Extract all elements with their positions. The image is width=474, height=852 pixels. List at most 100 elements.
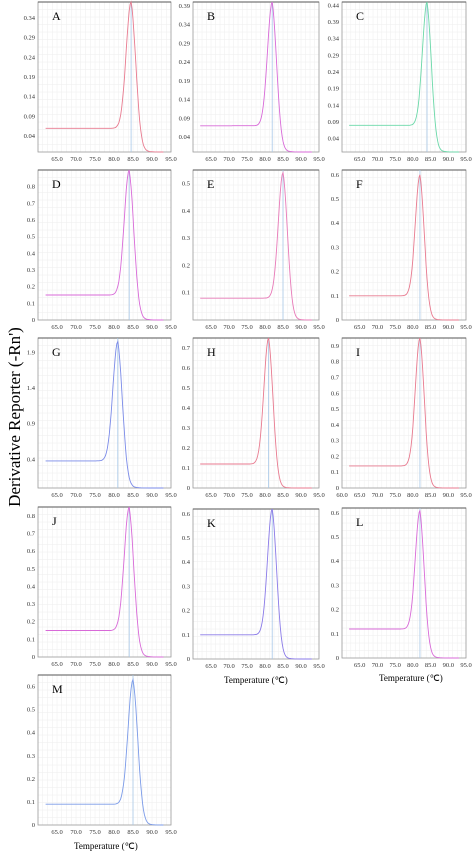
- y-tick-label: 0: [336, 317, 339, 324]
- panel-letter: F: [356, 177, 363, 191]
- melt-curve-line: [45, 0, 164, 153]
- x-tick-label: 95.0: [460, 156, 471, 163]
- x-tick-label: 75.0: [89, 324, 100, 331]
- y-tick-label: 0.6: [27, 217, 36, 224]
- melt-curve-line: [45, 169, 164, 321]
- x-tick-label: 80.0: [108, 492, 119, 499]
- x-tick-label: 65.0: [51, 661, 62, 668]
- panel-letter: A: [52, 9, 61, 23]
- y-tick-label: 0.09: [328, 119, 339, 126]
- x-tick-label: 70.0: [223, 663, 234, 670]
- x-tick-label: 70.0: [223, 156, 234, 163]
- y-tick-label: 0.1: [27, 799, 35, 806]
- y-tick-label: 0.39: [179, 3, 190, 10]
- y-tick-label: 0.09: [24, 113, 35, 120]
- x-tick-label: 70.0: [70, 492, 81, 499]
- y-tick-label: 0.1: [182, 465, 190, 472]
- y-tick-label: 0.3: [27, 601, 35, 608]
- x-tick-label: 85.0: [277, 156, 288, 163]
- x-tick-label: 95.0: [313, 492, 324, 499]
- melt-curve-line: [349, 1, 459, 153]
- x-tick-label: 75.0: [241, 324, 252, 331]
- chart-panel-e: 0.1 0.2 0.3 0.4 0.5 65.0 70.0 75.0 80.0 85.0 90.0 9…: [182, 169, 325, 331]
- y-tick-label: 0.4: [331, 220, 340, 227]
- x-tick-label: 95.0: [460, 662, 471, 669]
- x-tick-label: 75.0: [241, 156, 252, 163]
- x-tick-label: 90.0: [146, 492, 157, 499]
- y-tick-label: 0: [32, 654, 35, 661]
- melt-curve-line: [45, 339, 164, 489]
- x-tick-label: 85.0: [425, 662, 436, 669]
- y-tick-label: 0.6: [182, 365, 191, 372]
- y-tick-label: 0.5: [331, 406, 339, 413]
- y-tick-label: 0.4: [27, 250, 36, 257]
- chart-panel-f: 0 0.1 0.2 0.3 0.4 0.5 0.6 65.0 70.0 75.0 80.0 85.0 9…: [331, 169, 472, 331]
- x-tick-label: 85.0: [127, 156, 138, 163]
- melt-curve-line: [200, 1, 312, 153]
- y-tick-label: 0.2: [27, 776, 35, 783]
- x-tick-label: 65.0: [205, 492, 216, 499]
- x-tick-label: 90.0: [443, 156, 454, 163]
- y-tick-label: 0.19: [24, 74, 35, 81]
- y-tick-label: 0.8: [27, 184, 35, 191]
- x-tick-label: 95.0: [165, 156, 176, 163]
- y-tick-label: 0.6: [331, 510, 340, 517]
- y-tick-label: 0.6: [331, 390, 340, 397]
- x-tick-label: 65.0: [354, 156, 365, 163]
- x-tick-label: 70.0: [372, 156, 383, 163]
- y-tick-label: 0.24: [24, 54, 36, 61]
- panel-letter: D: [52, 177, 61, 191]
- x-tick-label: 75.0: [389, 324, 400, 331]
- y-tick-label: 0.7: [182, 345, 191, 352]
- y-tick-label: 0.14: [328, 102, 340, 109]
- x-tick-label: 75.0: [241, 663, 252, 670]
- x-tick-label: 70.0: [372, 324, 383, 331]
- x-tick-label: 65.0: [205, 324, 216, 331]
- y-tick-label: 0.4: [27, 583, 36, 590]
- x-tick-label: 90.0: [443, 492, 454, 499]
- y-tick-label: 0.4: [182, 405, 191, 412]
- x-tick-label: 75.0: [389, 662, 400, 669]
- y-tick-label: 0.5: [182, 181, 190, 188]
- y-tick-label: 0.6: [331, 172, 340, 179]
- melt-curve-line: [200, 170, 312, 321]
- x-tick-label: 80.0: [108, 661, 119, 668]
- x-tick-label: 70.0: [70, 156, 81, 163]
- x-tick-label: 90.0: [295, 492, 306, 499]
- x-tick-label: 95.0: [313, 324, 324, 331]
- melt-curve-line: [200, 508, 312, 660]
- y-tick-label: 0.09: [179, 115, 190, 122]
- y-tick-label: 0.39: [328, 19, 339, 26]
- y-tick-label: 0.19: [328, 86, 339, 93]
- panel-letter: H: [207, 345, 216, 359]
- x-tick-label: 95.0: [313, 663, 324, 670]
- x-tick-label: 80.0: [407, 492, 418, 499]
- y-tick-label: 0.5: [182, 385, 190, 392]
- y-tick-label: 0.5: [331, 534, 339, 541]
- x-tick-label: 80.0: [407, 324, 418, 331]
- y-tick-label: 0.4: [182, 559, 191, 566]
- x-tick-label: 90.0: [295, 663, 306, 670]
- melt-curve-line: [45, 506, 164, 658]
- x-tick-label: 75.0: [89, 156, 100, 163]
- y-tick-label: 0.34: [328, 36, 340, 43]
- y-tick-label: 0: [336, 485, 339, 492]
- y-tick-label: 0.3: [182, 425, 190, 432]
- y-tick-label: 0: [336, 655, 339, 662]
- y-tick-label: 0.7: [27, 530, 36, 537]
- x-tick-label: 70.0: [223, 492, 234, 499]
- chart-panel-b: 0.04 0.09 0.14 0.19 0.24 0.29 0.34 0.39 65.0 70.0…: [179, 1, 325, 163]
- panel-letter: B: [207, 9, 215, 23]
- x-tick-label: 70.0: [372, 662, 383, 669]
- chart-panel-i: 0 0.1 0.2 0.3 0.4 0.5 0.6 0.7 0.8 0.9 60.0 65.0 70.0…: [331, 337, 472, 499]
- x-tick-label: 85.0: [127, 324, 138, 331]
- x-tick-label: 80.0: [108, 324, 119, 331]
- y-tick-label: 0.3: [182, 583, 190, 590]
- x-tick-label: 65.0: [354, 324, 365, 331]
- x-tick-label: 65.0: [51, 156, 62, 163]
- x-tick-label: 95.0: [165, 324, 176, 331]
- y-tick-label: 0.19: [179, 78, 190, 85]
- chart-panel-j: 0 0.1 0.2 0.3 0.4 0.5 0.6 0.7 0.8 65.0 70.0 75.0 80.…: [27, 506, 177, 668]
- chart-panel-m: 0 0.1 0.2 0.3 0.4 0.5 0.6 65.0 70.0 75.0 80.0 85.0 9…: [27, 674, 177, 836]
- x-axis-title-l: Temperature (℃): [379, 673, 443, 683]
